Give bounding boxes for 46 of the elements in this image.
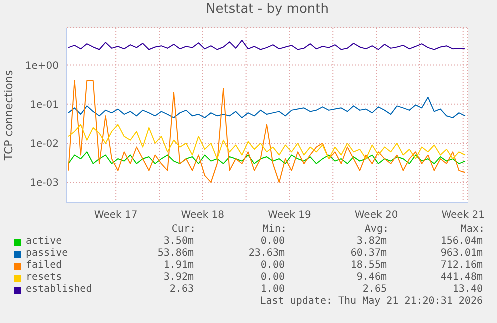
x-tick-label: Week 21 <box>442 210 486 222</box>
text: 23.63m <box>248 248 285 259</box>
legend-label: established <box>26 284 92 295</box>
line-series <box>68 80 466 184</box>
x-tick-label: Week 17 <box>94 210 138 222</box>
x-tick-label: Week 20 <box>354 210 398 222</box>
text: 2.63 <box>170 284 194 295</box>
text: 0.00 <box>260 236 285 247</box>
legend-label: passive <box>26 248 68 259</box>
line-series <box>68 40 466 50</box>
text: 1.00 <box>260 284 285 295</box>
text: Avg: <box>364 224 389 235</box>
y-tick-label: 1e+00 <box>25 60 59 72</box>
line-series <box>68 152 466 164</box>
legend-label: resets <box>26 272 62 283</box>
text: Max: <box>460 224 485 235</box>
chart-title: Netstat - by month <box>205 2 330 17</box>
text: Cur: <box>172 224 196 235</box>
line-series <box>68 97 466 118</box>
line-series <box>68 124 466 160</box>
text: 0.00 <box>260 260 285 271</box>
text: 963.01m <box>440 248 483 259</box>
text: 3.50m <box>164 236 194 247</box>
text: 13.40 <box>452 284 483 295</box>
text: 60.37m <box>350 248 387 259</box>
text: 53.86m <box>158 248 194 259</box>
text: 3.82m <box>356 236 387 247</box>
text: 712.16m <box>440 260 483 271</box>
x-tick-label: Week 19 <box>268 210 312 222</box>
text: 18.55m <box>350 260 387 271</box>
legend-label: active <box>26 236 62 247</box>
text: 2.65 <box>362 284 387 295</box>
legend-label: failed <box>26 260 62 271</box>
text: 441.48m <box>440 272 483 283</box>
text: 156.04m <box>440 236 483 247</box>
y-tick-label: 1e-02 <box>30 139 59 150</box>
y-tick-label: 1e-01 <box>30 100 59 111</box>
text: 3.92m <box>164 272 194 283</box>
text: 9.46m <box>356 272 387 283</box>
text: Min: <box>262 224 287 235</box>
y-tick-label: 1e-03 <box>30 178 59 190</box>
y-axis-title: TCP connections <box>2 70 16 161</box>
text: 1.91m <box>164 260 194 271</box>
text: Last update: Thu May 21 21:20:31 2026 <box>260 296 483 307</box>
x-tick-label: Week 18 <box>181 210 225 222</box>
text: 0.00 <box>260 272 285 283</box>
